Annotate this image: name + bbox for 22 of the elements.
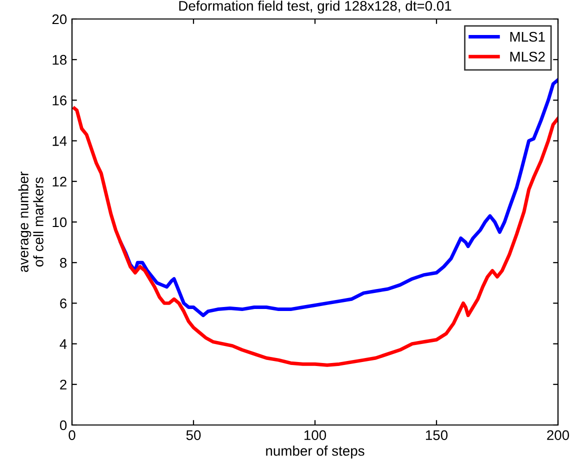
y-axis-title: average number of cell markers bbox=[18, 172, 44, 272]
y-tick-label: 14 bbox=[52, 136, 67, 146]
x-tick-label: 200 bbox=[547, 430, 570, 440]
x-tick-label: 0 bbox=[68, 430, 76, 440]
y-tick-label: 16 bbox=[52, 96, 67, 106]
y-tick-label: 4 bbox=[60, 339, 67, 349]
x-axis-title: number of steps bbox=[266, 446, 364, 459]
y-tick-label: 12 bbox=[52, 176, 66, 186]
legend-label: MLS1 bbox=[510, 32, 545, 42]
y-tick-label: 2 bbox=[60, 380, 66, 390]
line-series bbox=[72, 106, 558, 367]
legend-label: MLS2 bbox=[510, 52, 545, 62]
x-tick-label: 100 bbox=[304, 430, 326, 440]
y-tick-label: 18 bbox=[52, 54, 67, 65]
y-tick-label: 10 bbox=[52, 217, 67, 228]
y-tick-label: 6 bbox=[60, 298, 67, 308]
chart-title: Deformation field test, grid 128x128, dt=0.01 bbox=[179, 0, 452, 14]
x-tick-label: 50 bbox=[186, 430, 201, 440]
y-tick-label: 20 bbox=[52, 14, 67, 24]
y-tick-label: 0 bbox=[60, 420, 67, 430]
y-tick-label: 8 bbox=[60, 258, 67, 268]
x-tick-label: 150 bbox=[426, 430, 448, 440]
